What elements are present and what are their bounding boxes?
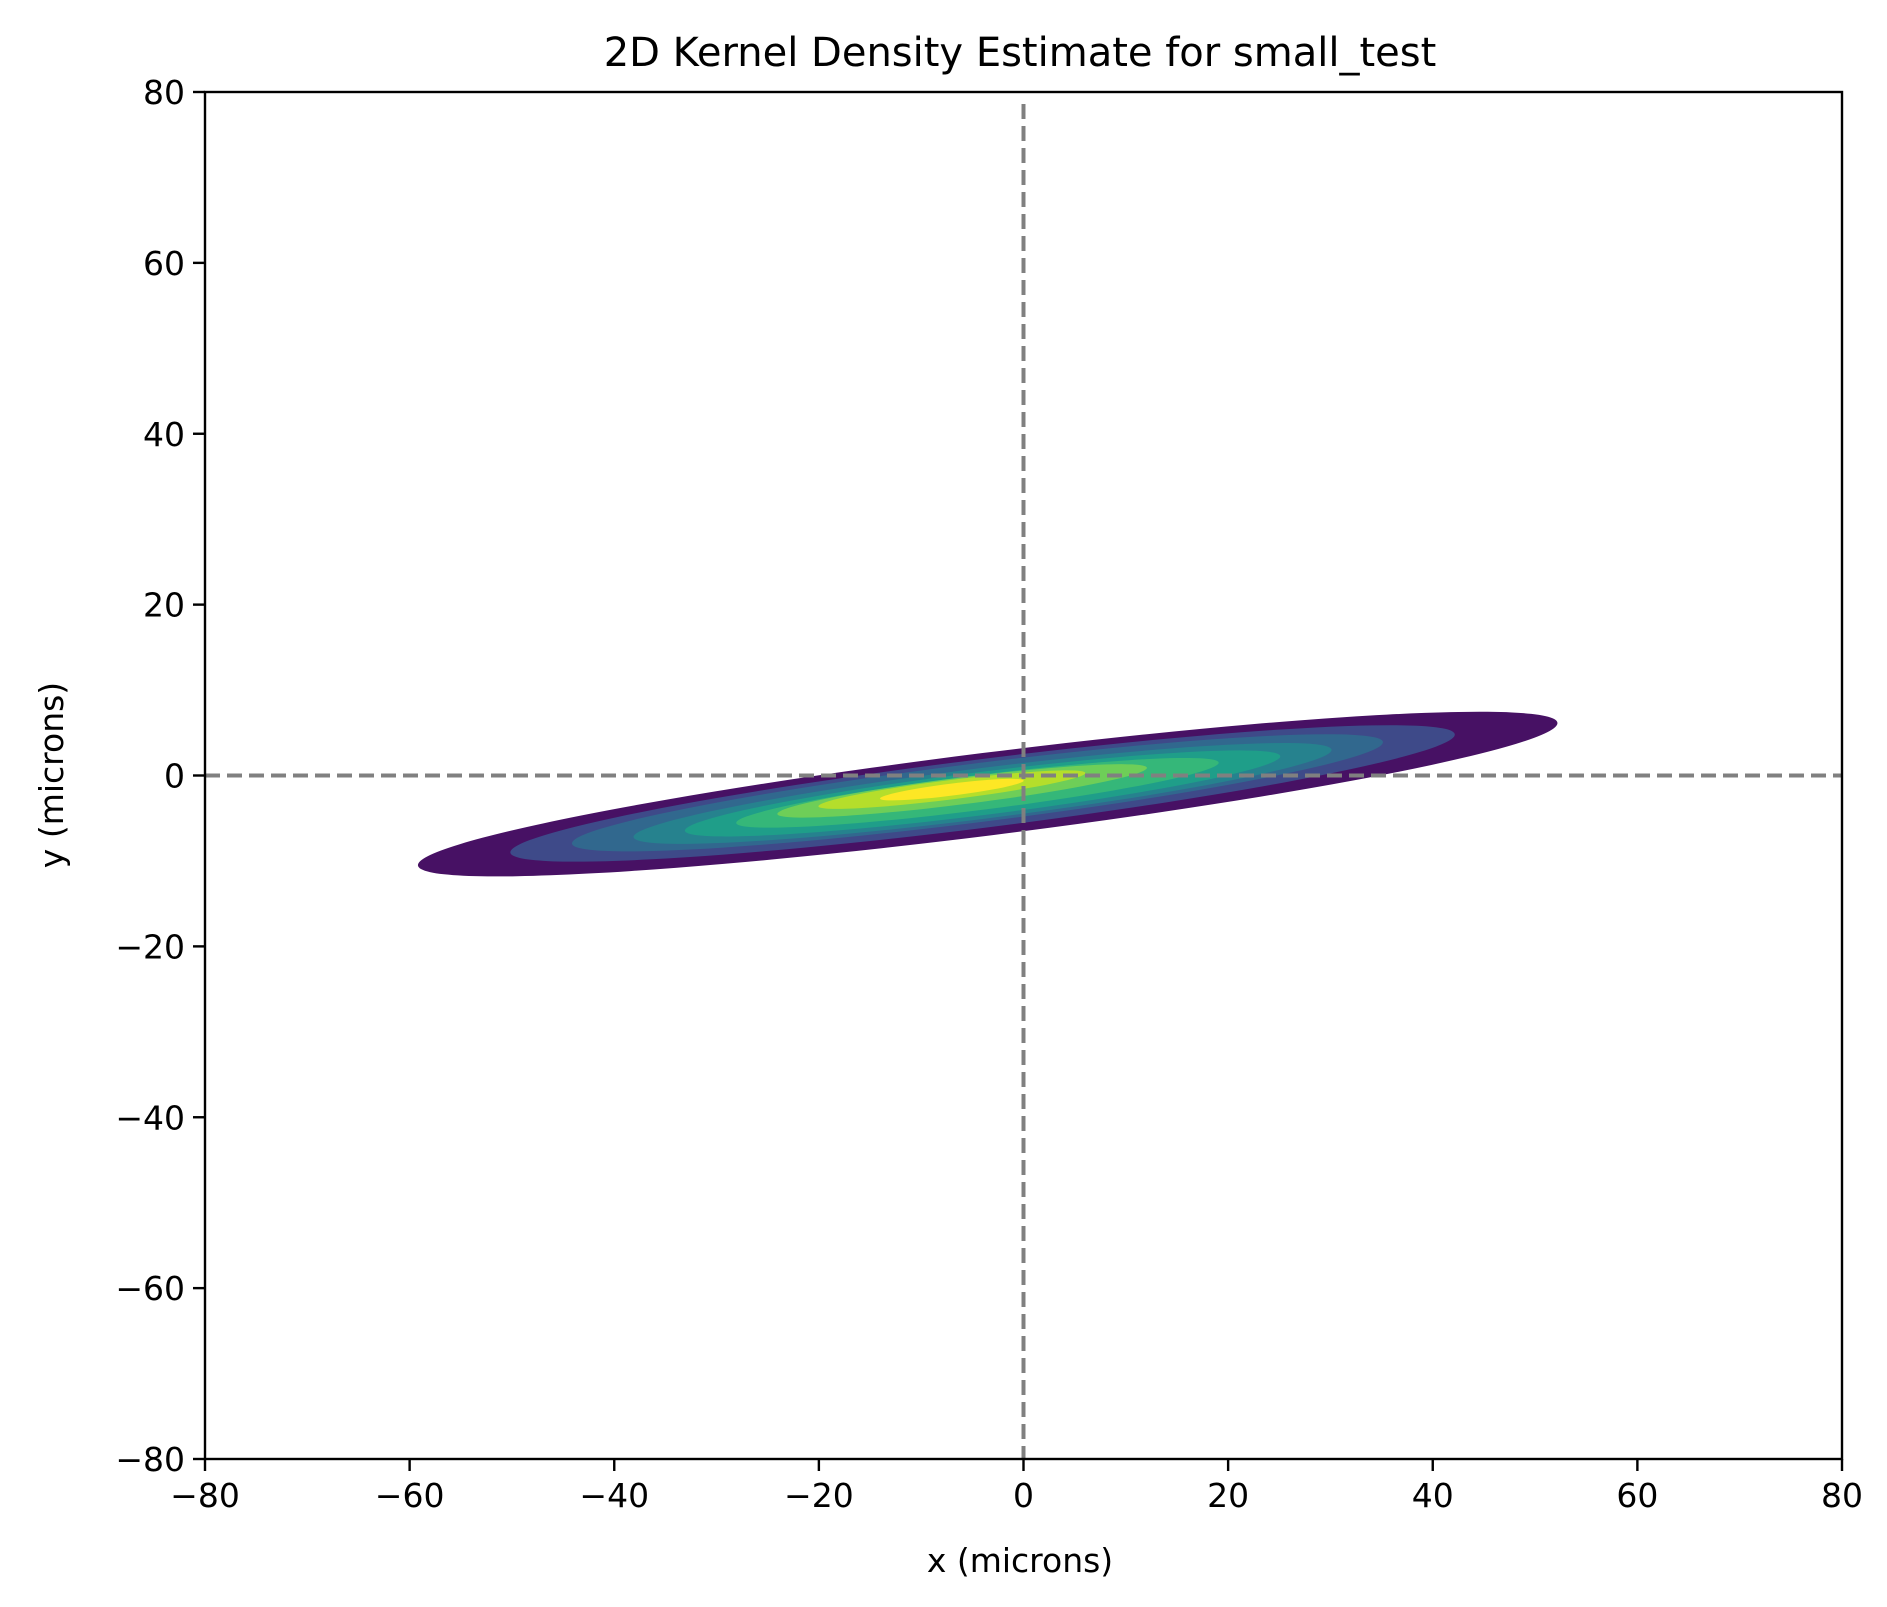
x-tick-label: −80 (170, 1476, 240, 1515)
x-tick-label: −40 (579, 1476, 649, 1515)
x-tick-label: 40 (1412, 1476, 1454, 1515)
density-contours (417, 711, 1558, 877)
x-tick-label: 20 (1207, 1476, 1249, 1515)
x-tick-label: 60 (1616, 1476, 1658, 1515)
chart-title: 2D Kernel Density Estimate for small_tes… (604, 30, 1437, 76)
y-tick-label: 60 (143, 244, 185, 283)
y-tick-label: −20 (115, 927, 185, 966)
x-tick-label: −20 (784, 1476, 854, 1515)
y-tick-label: 80 (143, 73, 185, 112)
density-level-9 (880, 778, 1024, 801)
x-tick-label: 0 (1013, 1476, 1034, 1515)
y-tick-label: 40 (143, 415, 185, 454)
y-tick-label: 20 (143, 586, 185, 625)
ticks: −80 −60 −40 −20 0 20 40 60 80 −80 −60 −40 −20 0 20 40 60… (115, 73, 1863, 1515)
y-tick-label: −40 (115, 1098, 185, 1137)
x-axis-title: x (microns) (927, 1541, 1113, 1580)
y-tick-label: −60 (115, 1269, 185, 1308)
y-tick-label: −80 (115, 1440, 185, 1479)
x-tick-label: 80 (1821, 1476, 1863, 1515)
y-tick-label: 0 (164, 757, 185, 796)
reference-lines (205, 104, 1842, 1459)
x-tick-label: −60 (375, 1476, 445, 1515)
y-axis-title: y (microns) (32, 682, 71, 868)
